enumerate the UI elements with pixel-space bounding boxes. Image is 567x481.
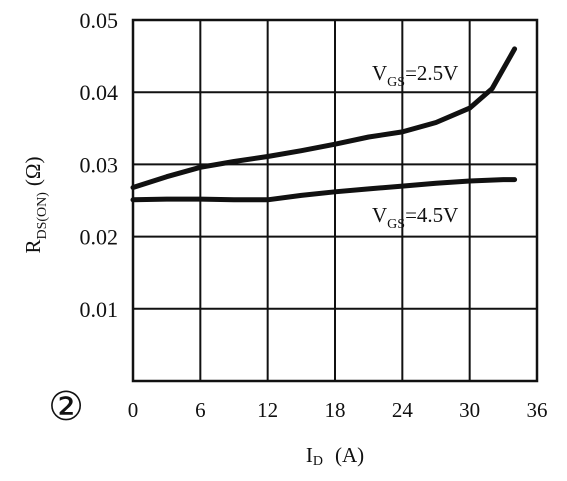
x-axis-label: ID (A): [306, 443, 364, 469]
x-tick-label: 18: [325, 398, 346, 422]
y-tick-label: 0.03: [80, 152, 119, 177]
x-tick-labels: 0 6 12 18 24 30 36: [128, 398, 548, 422]
figure-marker: ②: [48, 384, 84, 429]
y-tick-label: 0.02: [80, 225, 119, 250]
y-tick-label: 0.04: [80, 80, 119, 105]
x-tick-label: 36: [527, 398, 548, 422]
series-line-0: [130, 46, 518, 190]
grid: [131, 18, 539, 383]
x-tick-label: 24: [392, 398, 414, 422]
series-lines: [130, 46, 518, 203]
series-label-vgs-4-5v: VGS=4.5V: [372, 203, 458, 232]
y-tick-label: 0.01: [80, 297, 119, 322]
x-tick-label: 0: [128, 398, 139, 422]
y-tick-label: 0.05: [80, 8, 119, 33]
y-axis-label: RDS(ON)(Ω): [21, 156, 50, 253]
x-tick-label: 30: [459, 398, 480, 422]
x-tick-label: 12: [257, 398, 278, 422]
x-tick-label: 6: [195, 398, 206, 422]
y-tick-labels: 0.01 0.02 0.03 0.04 0.05: [80, 8, 119, 322]
series-label-vgs-2-5v: VGS=2.5V: [372, 61, 458, 90]
series-line-1: [130, 177, 518, 203]
